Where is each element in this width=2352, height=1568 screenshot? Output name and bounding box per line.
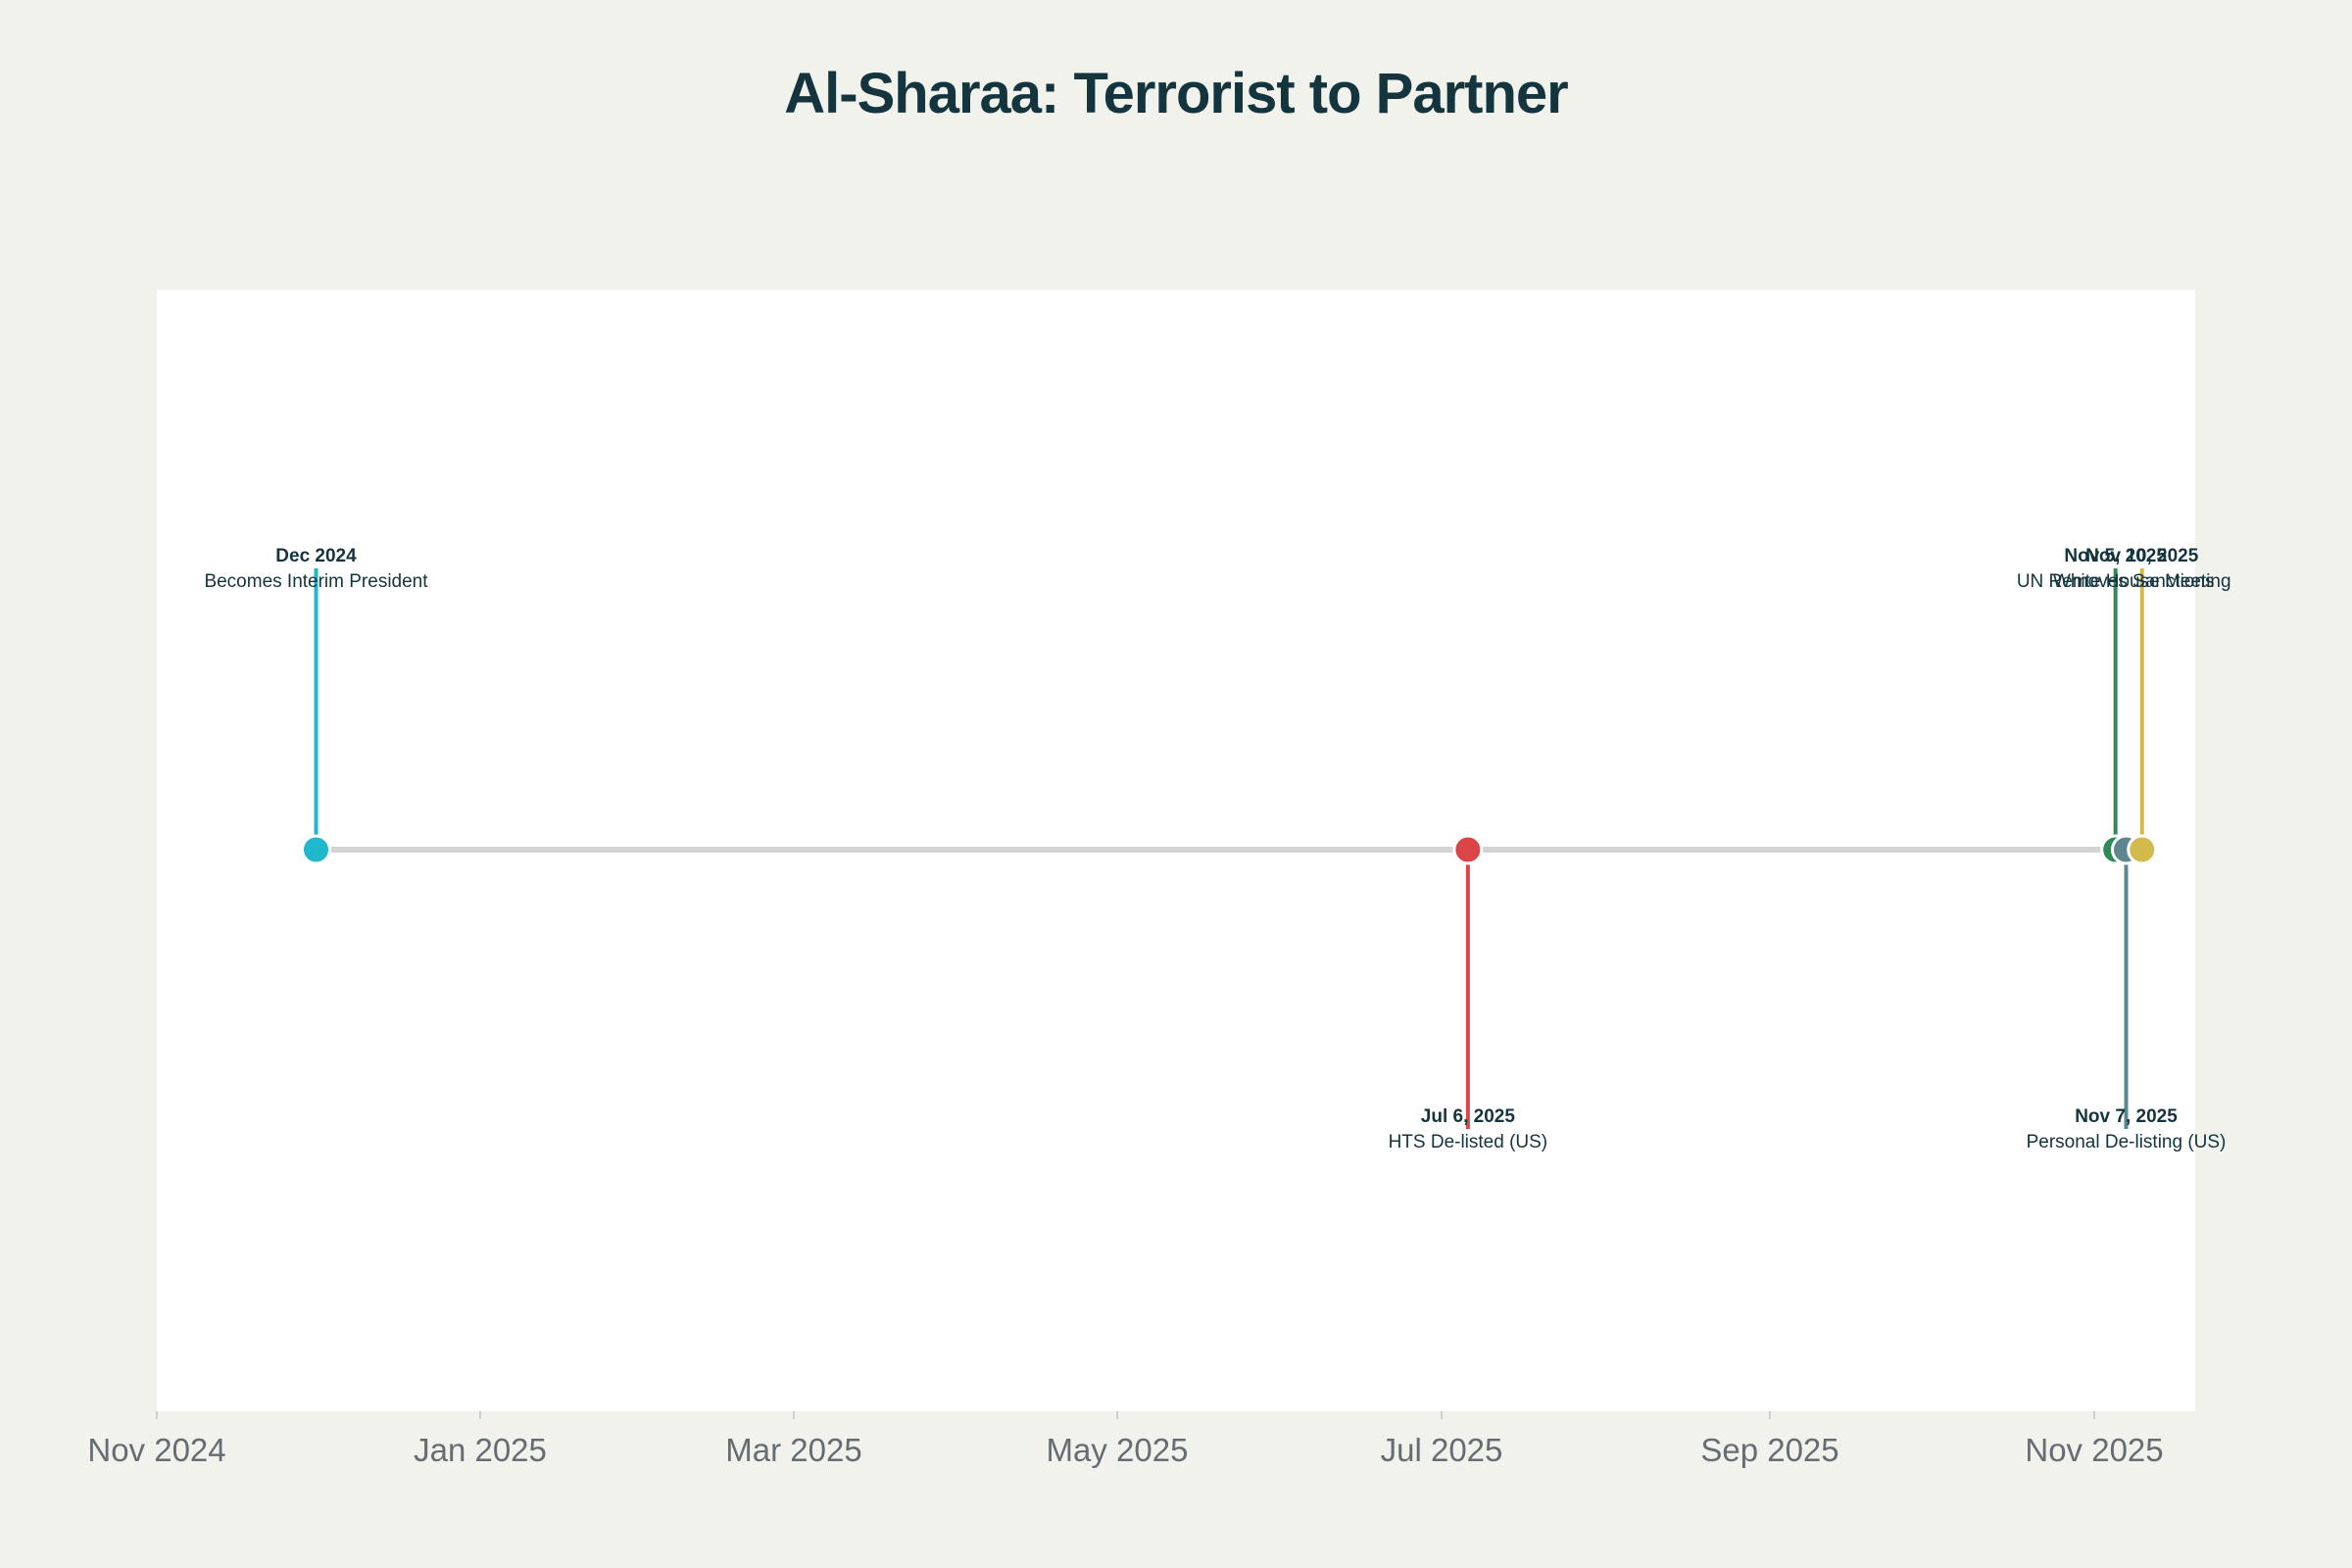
x-tick-label: May 2025 — [1047, 1432, 1189, 1468]
x-tick-label: Jul 2025 — [1381, 1432, 1503, 1468]
event-label: Becomes Interim President — [204, 571, 428, 592]
event-label: White House Meeting — [2053, 571, 2231, 592]
event-date: Nov 10, 2025 — [2085, 546, 2199, 566]
event-date: Nov 7, 2025 — [2075, 1106, 2178, 1127]
timeline-events: Dec 2024 Becomes Interim President Jul 6, … — [204, 546, 2230, 1152]
event-label: Personal De-listing (US) — [2027, 1132, 2227, 1152]
chart-title: Al-Sharaa: Terrorist to Partner — [784, 62, 1568, 125]
event-date: Jul 6, 2025 — [1421, 1106, 1516, 1127]
event-marker[interactable] — [300, 834, 331, 865]
x-tick-label: Mar 2025 — [725, 1432, 861, 1468]
x-tick-label: Jan 2025 — [414, 1432, 547, 1468]
event-date: Dec 2024 — [275, 546, 357, 566]
event-marker[interactable] — [2127, 834, 2158, 865]
event-label: UN Removes Sanctions — [2017, 571, 2215, 592]
x-tick-label: Nov 2025 — [2025, 1432, 2163, 1468]
x-tick-label: Nov 2024 — [87, 1432, 225, 1468]
x-axis: Nov 2024 Jan 2025 Mar 2025 May 2025 Jul 2025… — [87, 1411, 2164, 1468]
x-tick-label: Sep 2025 — [1700, 1432, 1838, 1468]
event-date: Nov 5, 2025 — [2064, 546, 2167, 566]
event-label: HTS De-listed (US) — [1389, 1132, 1548, 1152]
event-marker[interactable] — [1452, 834, 1484, 865]
